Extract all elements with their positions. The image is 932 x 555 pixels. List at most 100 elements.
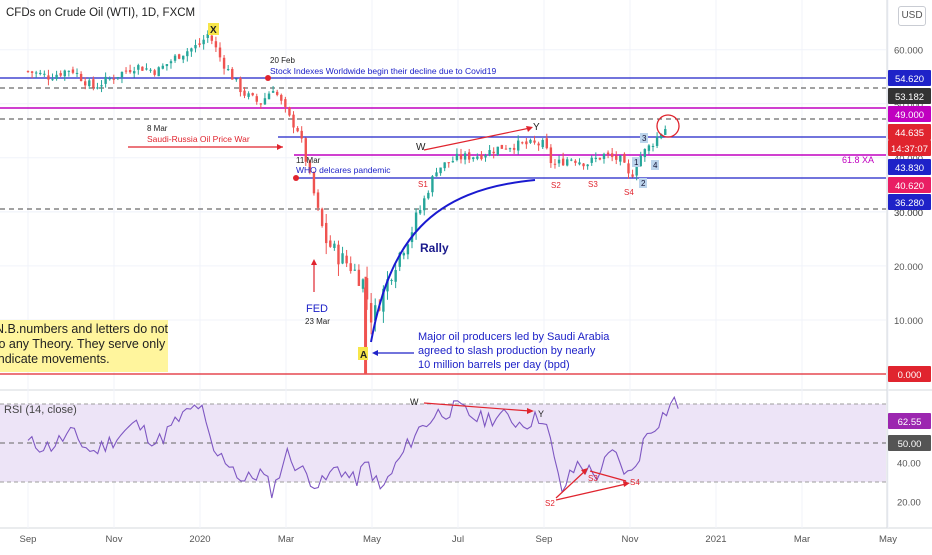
candle-body (427, 192, 430, 199)
candle-body (157, 67, 160, 77)
rsi-label: RSI (14, close) (4, 404, 77, 416)
price-tag-label: 53.182 (895, 92, 924, 103)
level-lines: 61.8 XA (0, 77, 886, 375)
candle-body (651, 146, 655, 148)
candle-body (590, 157, 593, 163)
price-tag-label: 44.635 (895, 128, 924, 139)
time-tick-label: May (879, 534, 897, 545)
candle-body (664, 129, 667, 135)
candle-body (292, 114, 295, 128)
rsi-arrow-s3-s4 (589, 470, 627, 482)
wave-4-box (651, 160, 659, 170)
wave-4: 4 (653, 161, 658, 170)
candle-body (496, 146, 499, 155)
marker-a: A (360, 350, 367, 361)
rsi-tick-label: 20.00 (897, 498, 921, 509)
rsi-label-y: Y (538, 409, 544, 419)
candle-body (353, 269, 356, 271)
candle-body (333, 243, 336, 248)
candle-body (275, 91, 279, 95)
rsi-label-s2: S2 (545, 499, 555, 508)
candle-body (615, 155, 618, 160)
candle-body (141, 66, 144, 71)
time-tick-label: Nov (622, 534, 639, 545)
candle-body (341, 253, 344, 264)
candle-body (222, 57, 226, 69)
candle-body (447, 162, 450, 164)
rsi-tag-box (888, 435, 931, 451)
candle-body (34, 72, 38, 74)
price-axis: 60.00050.00040.00030.00020.00010.00030.0… (888, 46, 931, 382)
candle-body (365, 278, 369, 300)
label-w: W (416, 142, 426, 153)
candle-body (480, 154, 483, 160)
label-s4: S4 (624, 188, 634, 197)
candle-crash-body (364, 287, 368, 374)
candle-body (75, 72, 79, 74)
candle-body (349, 263, 352, 272)
candle-body (655, 136, 659, 146)
candle-body (570, 159, 573, 161)
rsi-tag-label: 50.00 (898, 439, 922, 450)
rsi-tag-box (888, 413, 931, 429)
rsi-tag-label: 62.55 (898, 417, 922, 428)
candle-body (602, 153, 606, 159)
candle-body (578, 162, 581, 165)
candle-body (610, 153, 614, 157)
candle-body (439, 167, 442, 174)
candle-body (500, 144, 504, 149)
price-tag-label: 49.000 (895, 110, 924, 121)
candle-body (345, 255, 348, 264)
candle-body (455, 153, 459, 161)
wave-2-box (639, 178, 647, 188)
candle-body (541, 140, 544, 148)
candle-body (484, 155, 487, 158)
candle-body (263, 98, 267, 105)
candle-body (177, 54, 181, 59)
candle-body (320, 208, 324, 226)
price-tick-label: 20.000 (894, 262, 923, 273)
candle-body (173, 55, 177, 61)
candle-body (586, 164, 589, 167)
arrow-opec-head (372, 350, 378, 356)
candle-body (414, 212, 418, 232)
candle-body (67, 70, 71, 72)
time-tick-label: Sep (20, 534, 37, 545)
price-tick-label: 30.000 (894, 208, 923, 219)
arrow-8-mar-head (277, 144, 283, 150)
candle-body (55, 74, 58, 80)
candle-body (210, 35, 214, 41)
time-axis: SepNov2020MarMayJulSepNov2021MarMay12 (20, 534, 898, 545)
candle-body (357, 269, 361, 286)
candle-body (647, 145, 651, 151)
fib-label: 61.8 XA (842, 155, 874, 165)
candle-body (402, 253, 406, 256)
candle-body (492, 151, 495, 154)
wave-1: 1 (634, 158, 639, 167)
candle-body (218, 47, 222, 58)
candle-body (549, 147, 553, 164)
candle-body (369, 303, 373, 323)
price-tag-label: 43.830 (895, 163, 924, 174)
candle-body (259, 103, 263, 105)
currency-button[interactable]: USD (898, 6, 926, 26)
candle-body (280, 94, 283, 101)
candle-body (390, 280, 393, 282)
candle-body (316, 192, 320, 208)
price-tick-label: 30.000 (894, 208, 923, 219)
rsi-axis: 40.00 20.00 62.55 50.00 (888, 413, 931, 509)
rsi-label-s4: S4 (630, 478, 640, 487)
wave-2: 2 (641, 179, 646, 188)
time-tick-label: Mar (278, 534, 294, 545)
rsi-arrow-s2-s3-head (581, 468, 588, 475)
candle-body (288, 107, 291, 116)
price-tag-box (888, 88, 931, 104)
candle-body (418, 210, 422, 214)
rsi-arrow-wy-head (527, 408, 534, 414)
wave-1-box (632, 157, 640, 167)
candle-body (92, 79, 95, 88)
candle-body (382, 288, 385, 312)
rsi-line (27, 395, 679, 499)
